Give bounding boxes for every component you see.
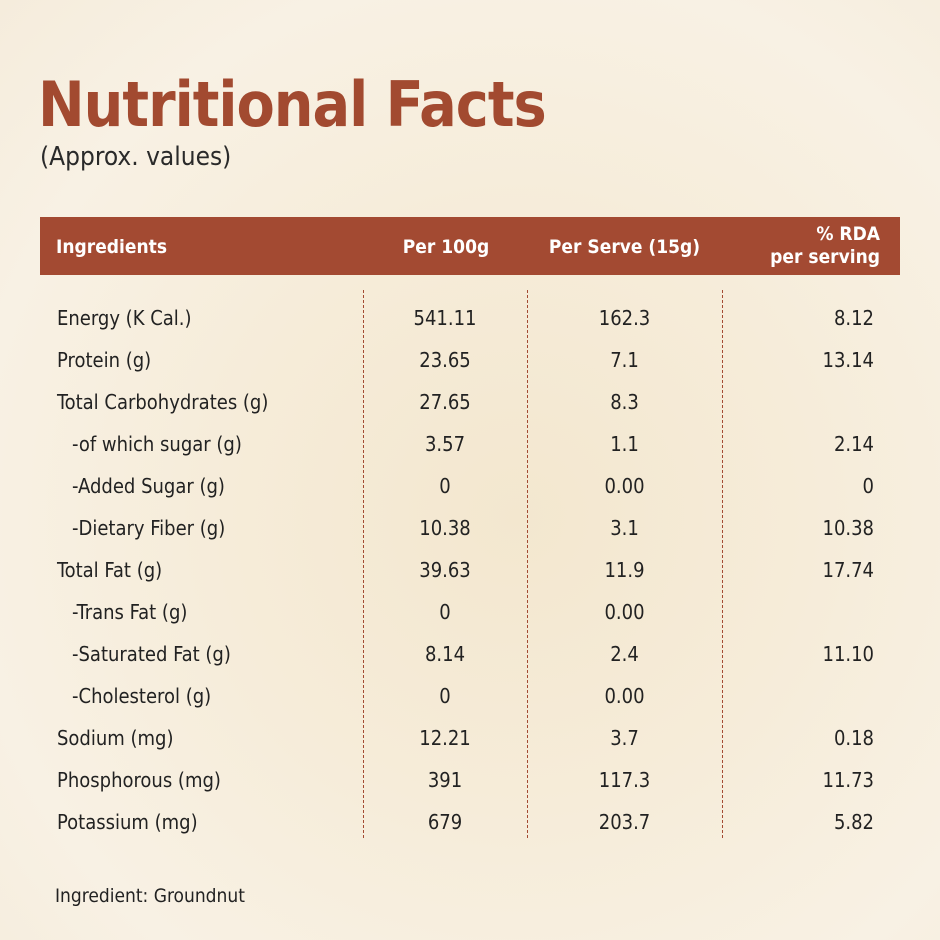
per-serve-value: 117.3 — [598, 768, 651, 792]
per-serve-value: 0.00 — [604, 684, 645, 708]
per-100g-value: 8.14 — [424, 642, 466, 666]
per-100g-value: 679 — [427, 810, 463, 834]
nutrient-name: -Dietary Fiber (g) — [72, 516, 226, 540]
nutrient-name: Total Carbohydrates (g) — [57, 390, 269, 414]
table-row: -Dietary Fiber (g) 10.38 3.1 10.38 — [0, 516, 940, 558]
header-per-serve: Per Serve (15g) — [548, 236, 701, 258]
per-serve-value: 203.7 — [598, 810, 651, 834]
per-100g-value: 39.63 — [419, 558, 471, 582]
rda-value: 13.14 — [822, 348, 875, 372]
page-title: Nutritional Facts — [38, 68, 547, 141]
per-100g-value: 0 — [439, 684, 451, 708]
nutrient-name: Protein (g) — [57, 348, 152, 372]
per-serve-value: 7.1 — [610, 348, 639, 372]
nutrient-name: Total Fat (g) — [57, 558, 163, 582]
nutrient-name: Sodium (mg) — [57, 726, 174, 750]
header-rda-line1: % RDA — [816, 223, 880, 245]
ingredient-note: Ingredient: Groundnut — [55, 885, 245, 907]
table-row: -Trans Fat (g) 0 0.00 — [0, 600, 940, 642]
table-row: Sodium (mg) 12.21 3.7 0.18 — [0, 726, 940, 768]
table-row: Energy (K Cal.) 541.11 162.3 8.12 — [0, 306, 940, 348]
table-row: Total Carbohydrates (g) 27.65 8.3 — [0, 390, 940, 432]
table-row: -Saturated Fat (g) 8.14 2.4 11.10 — [0, 642, 940, 684]
per-serve-value: 3.1 — [610, 516, 639, 540]
per-serve-value: 0.00 — [604, 474, 645, 498]
per-100g-value: 10.38 — [419, 516, 471, 540]
table-row: -of which sugar (g) 3.57 1.1 2.14 — [0, 432, 940, 474]
table-row: Total Fat (g) 39.63 11.9 17.74 — [0, 558, 940, 600]
per-100g-value: 0 — [439, 474, 451, 498]
rda-value: 0 — [862, 474, 874, 498]
header-rda: % RDA per serving — [770, 223, 880, 269]
nutrient-name: -of which sugar (g) — [72, 432, 242, 456]
nutrient-name: -Added Sugar (g) — [72, 474, 225, 498]
nutrient-name: -Trans Fat (g) — [72, 600, 188, 624]
nutrient-name: Potassium (mg) — [57, 810, 198, 834]
table-header: Ingredients Per 100g Per Serve (15g) % R… — [40, 217, 900, 275]
per-serve-value: 2.4 — [610, 642, 639, 666]
per-serve-value: 11.9 — [604, 558, 645, 582]
per-serve-value: 1.1 — [610, 432, 639, 456]
per-100g-value: 541.11 — [413, 306, 477, 330]
table-row: -Added Sugar (g) 0 0.00 0 — [0, 474, 940, 516]
table-row: -Cholesterol (g) 0 0.00 — [0, 684, 940, 726]
per-serve-value: 8.3 — [610, 390, 639, 414]
header-ingredients: Ingredients — [56, 236, 168, 258]
rda-value: 0.18 — [833, 726, 874, 750]
table-row: Potassium (mg) 679 203.7 5.82 — [0, 810, 940, 852]
nutrient-name: -Saturated Fat (g) — [72, 642, 231, 666]
per-100g-value: 391 — [427, 768, 463, 792]
page-subtitle: (Approx. values) — [40, 142, 232, 172]
table-row: Phosphorous (mg) 391 117.3 11.73 — [0, 768, 940, 810]
nutrient-name: Energy (K Cal.) — [57, 306, 192, 330]
per-100g-value: 0 — [439, 600, 451, 624]
column-divider — [722, 290, 723, 838]
per-serve-value: 162.3 — [598, 306, 651, 330]
nutrient-name: Phosphorous (mg) — [57, 768, 221, 792]
per-100g-value: 23.65 — [419, 348, 471, 372]
rda-value: 5.82 — [833, 810, 874, 834]
header-rda-line2: per serving — [770, 246, 880, 268]
per-100g-value: 27.65 — [419, 390, 471, 414]
rda-value: 8.12 — [833, 306, 874, 330]
rda-value: 17.74 — [822, 558, 875, 582]
per-100g-value: 12.21 — [419, 726, 471, 750]
per-serve-value: 0.00 — [604, 600, 645, 624]
rda-value: 11.10 — [822, 642, 875, 666]
per-100g-value: 3.57 — [424, 432, 466, 456]
header-per-100g: Per 100g — [402, 236, 490, 258]
rda-value: 2.14 — [833, 432, 874, 456]
per-serve-value: 3.7 — [610, 726, 639, 750]
rda-value: 11.73 — [822, 768, 875, 792]
rda-value: 10.38 — [822, 516, 875, 540]
table-row: Protein (g) 23.65 7.1 13.14 — [0, 348, 940, 390]
column-divider — [363, 290, 364, 838]
nutrient-name: -Cholesterol (g) — [72, 684, 212, 708]
column-divider — [527, 290, 528, 838]
